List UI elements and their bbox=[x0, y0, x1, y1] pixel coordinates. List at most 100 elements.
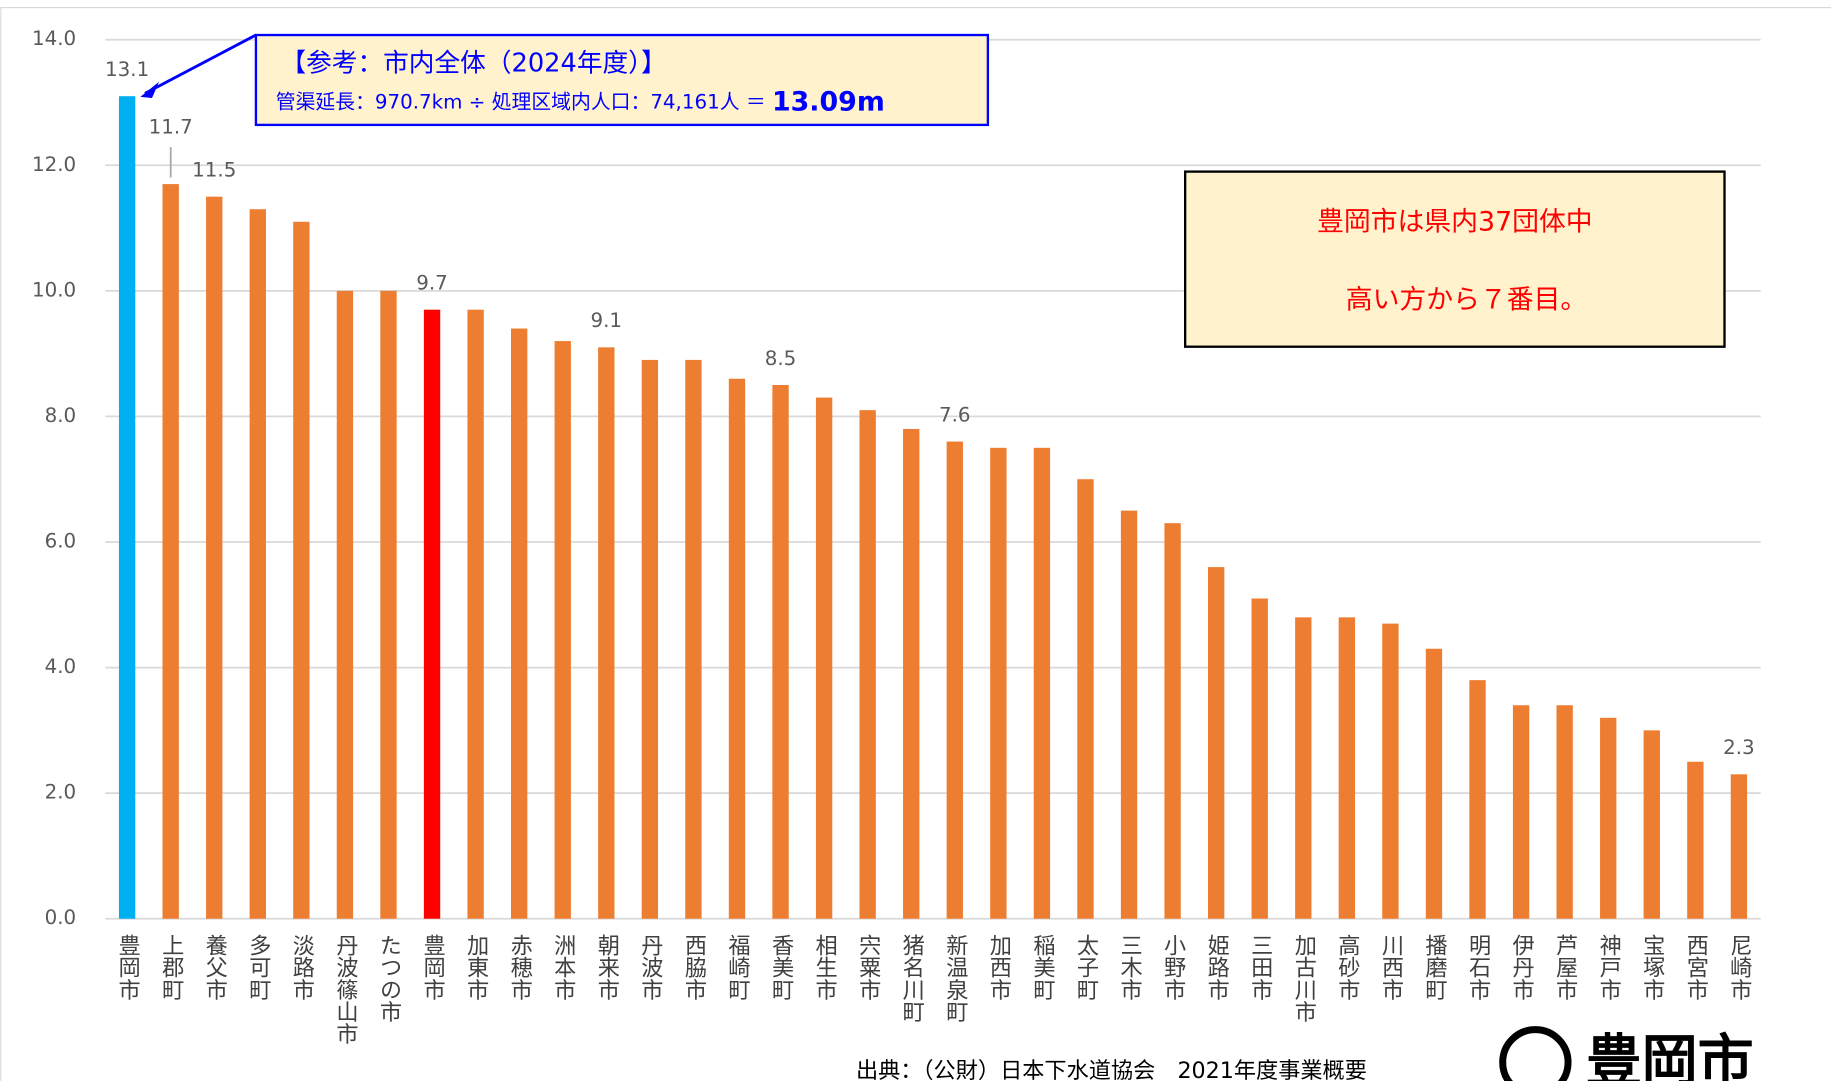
bar bbox=[859, 410, 876, 919]
bar bbox=[336, 290, 354, 919]
x-tick-label: 神戸市 bbox=[1596, 933, 1622, 1000]
bar bbox=[293, 221, 310, 919]
rank-box bbox=[1183, 170, 1726, 348]
bar bbox=[1425, 648, 1443, 919]
x-tick-label: 赤穂市 bbox=[507, 933, 533, 1000]
bar bbox=[1120, 510, 1138, 919]
x-tick-label: 稲美町 bbox=[1029, 933, 1055, 1000]
x-tick-label: 西宮市 bbox=[1683, 934, 1709, 1001]
bar bbox=[249, 209, 266, 919]
y-tick-label: 4.0 bbox=[45, 655, 77, 678]
arrow-head bbox=[140, 81, 160, 99]
bar bbox=[1164, 523, 1181, 919]
reference-box bbox=[254, 33, 990, 127]
reference-arrow bbox=[144, 33, 257, 95]
y-tick-label: 0.0 bbox=[45, 906, 77, 929]
x-tick-label: 朝来市 bbox=[594, 934, 620, 1001]
x-tick-label: 養父市 bbox=[202, 933, 228, 1000]
bar bbox=[118, 96, 136, 919]
logo: 豊岡市 bbox=[1586, 1029, 1754, 1081]
x-tick-label: 宝塚市 bbox=[1639, 933, 1665, 1000]
bar bbox=[1556, 705, 1573, 919]
data-label: 9.1 bbox=[591, 309, 623, 332]
y-tick-label: 8.0 bbox=[45, 404, 77, 427]
bar bbox=[946, 441, 963, 919]
logo-mark bbox=[1499, 1026, 1572, 1081]
bar bbox=[1207, 567, 1225, 919]
x-tick-label: 播磨町 bbox=[1421, 933, 1447, 1000]
x-tick-label: 太子町 bbox=[1073, 933, 1099, 1000]
x-tick-label: 豊岡市 bbox=[420, 933, 446, 1000]
x-tick-label: 西脇市 bbox=[681, 934, 707, 1001]
bar bbox=[1382, 623, 1399, 919]
bar bbox=[1687, 761, 1704, 919]
bar bbox=[554, 341, 571, 919]
reference-title: 【参考：市内全体（2024年度）】 bbox=[280, 49, 666, 79]
bar bbox=[1338, 617, 1356, 919]
result: 13.09m bbox=[772, 86, 885, 117]
bar bbox=[162, 184, 179, 919]
rank-text: 豊岡市は県内37団体中 bbox=[1317, 206, 1593, 237]
x-tick-label: 豊岡市 bbox=[115, 933, 141, 1000]
bar bbox=[1469, 680, 1486, 919]
x-tick-label: 明石市 bbox=[1465, 934, 1491, 1001]
x-tick-label: 洲本市 bbox=[550, 934, 576, 1001]
bar bbox=[598, 347, 615, 919]
reference-formula: 管渠延長：970.7km ÷ 処理区域内人口：74,161人 ＝ 13.09m bbox=[276, 86, 885, 117]
x-tick-label: 高砂市 bbox=[1334, 933, 1360, 1000]
y-tick-label: 14.0 bbox=[32, 27, 76, 50]
x-tick-label: 丹波市 bbox=[637, 934, 663, 1001]
x-tick-label: 加東市 bbox=[463, 933, 489, 1000]
x-tick-label: 丹波篠山市 bbox=[332, 934, 358, 1045]
bar bbox=[1600, 717, 1617, 919]
bar bbox=[1512, 705, 1530, 919]
y-tick-label: 6.0 bbox=[45, 530, 77, 553]
x-tick-label: 淡路市 bbox=[289, 934, 315, 1001]
x-tick-label: 伊丹市 bbox=[1509, 933, 1535, 1000]
x-tick-label: 上郡町 bbox=[158, 933, 184, 1000]
bar bbox=[1730, 774, 1748, 919]
data-label: 11.7 bbox=[149, 116, 193, 139]
bar bbox=[903, 428, 920, 919]
bar bbox=[1643, 730, 1660, 919]
bar bbox=[1077, 479, 1094, 919]
data-label: 7.6 bbox=[939, 403, 971, 426]
x-tick-label: 多可町 bbox=[245, 933, 271, 1000]
x-tick-label: 加西市 bbox=[986, 933, 1012, 1000]
bar bbox=[772, 385, 789, 919]
x-tick-label: 猪名川町 bbox=[899, 933, 925, 1023]
bar bbox=[1251, 598, 1268, 919]
data-label: 11.5 bbox=[192, 158, 236, 181]
x-tick-label: 尼崎市 bbox=[1726, 934, 1752, 1001]
source: 出典：（公財）日本下水道協会 2021年度事業概要 bbox=[856, 1058, 1367, 1081]
formula: 管渠延長：970.7km ÷ 処理区域内人口：74,161人 ＝ bbox=[276, 90, 772, 113]
rank-text: 高い方から７番目。 bbox=[1346, 285, 1587, 316]
bar bbox=[380, 290, 397, 919]
x-tick-label: 三田市 bbox=[1247, 934, 1273, 1001]
bar bbox=[511, 328, 528, 919]
x-tick-label: 芦屋市 bbox=[1552, 933, 1578, 1000]
data-label: 8.5 bbox=[765, 347, 797, 370]
x-tick-label: 小野市 bbox=[1160, 933, 1186, 1000]
data-label: 13.1 bbox=[105, 58, 149, 81]
y-tick-label: 10.0 bbox=[32, 278, 76, 301]
x-tick-label: 相生市 bbox=[812, 933, 838, 1000]
bar bbox=[1033, 447, 1051, 919]
x-tick-label: 三木市 bbox=[1117, 934, 1143, 1001]
x-tick-label: 香美町 bbox=[768, 933, 794, 1000]
y-tick-label: 2.0 bbox=[45, 781, 77, 804]
bar bbox=[990, 447, 1007, 919]
data-label: 9.7 bbox=[416, 272, 448, 295]
bar bbox=[641, 359, 659, 919]
data-label: 2.3 bbox=[1723, 736, 1755, 759]
x-tick-label: たつの市 bbox=[376, 934, 402, 1023]
x-tick-label: 姫路市 bbox=[1204, 933, 1230, 1000]
bar bbox=[685, 359, 702, 919]
y-tick-label: 12.0 bbox=[32, 153, 76, 176]
bar bbox=[206, 196, 223, 919]
bar bbox=[728, 378, 746, 919]
x-tick-label: 新温泉町 bbox=[942, 933, 968, 1023]
x-tick-label: 川西市 bbox=[1378, 934, 1404, 1001]
bar bbox=[467, 309, 484, 919]
